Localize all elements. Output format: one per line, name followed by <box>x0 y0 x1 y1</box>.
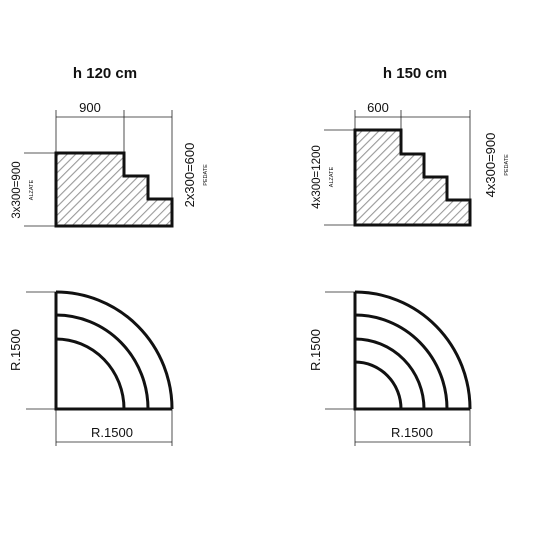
left-height-dimension: 3x300=900 ALZATE <box>11 152 56 227</box>
right-arc-inner <box>354 360 403 410</box>
right-radius-vertical-label: R.1500 <box>308 329 323 371</box>
left-stair-profile <box>54 151 174 228</box>
right-stair-profile <box>353 128 472 227</box>
left-arc-inner <box>55 337 126 410</box>
left-height-label: 3x300=900 <box>11 161 23 218</box>
left-depth-sub: PEDATE <box>203 164 209 186</box>
right-arc-outer <box>354 290 472 410</box>
left-width-label: 900 <box>79 100 101 115</box>
right-arc-third <box>354 313 449 410</box>
right-height-sub: ALZATE <box>329 166 335 187</box>
right-title: h 150 cm <box>383 65 447 82</box>
right-depth-label: 4x300=900 <box>483 133 498 198</box>
right-width-label: 600 <box>367 100 389 115</box>
left-radius-vertical-label: R.1500 <box>8 329 23 371</box>
left-arc-outer <box>55 290 174 410</box>
left-radius-horizontal-label: R.1500 <box>91 425 133 440</box>
left-quarter-round-plan: R.1500 R.1500 <box>8 290 174 446</box>
right-height-label: 4x300=1200 <box>311 145 323 209</box>
right-depth-sub: PEDATE <box>504 154 510 176</box>
right-height-dimension: 4x300=1200 ALZATE <box>311 129 355 226</box>
right-quadrant-edges <box>353 292 470 411</box>
left-width-dimension: 900 <box>55 100 173 199</box>
left-quadrant-edges <box>54 292 172 411</box>
right-quarter-round-plan: R.1500 R.1500 <box>308 290 472 446</box>
left-title: h 120 cm <box>73 65 137 82</box>
right-depth-dimension: 4x300=900 PEDATE <box>483 133 510 198</box>
right-radius-horizontal-label: R.1500 <box>391 425 433 440</box>
right-width-dimension: 600 <box>354 100 471 199</box>
left-depth-dimension: 2x300=600 PEDATE <box>182 143 209 208</box>
left-arc-middle <box>55 313 150 410</box>
right-arc-second <box>354 337 426 410</box>
left-height-sub: ALZATE <box>29 179 35 200</box>
left-depth-label: 2x300=600 <box>182 143 197 208</box>
